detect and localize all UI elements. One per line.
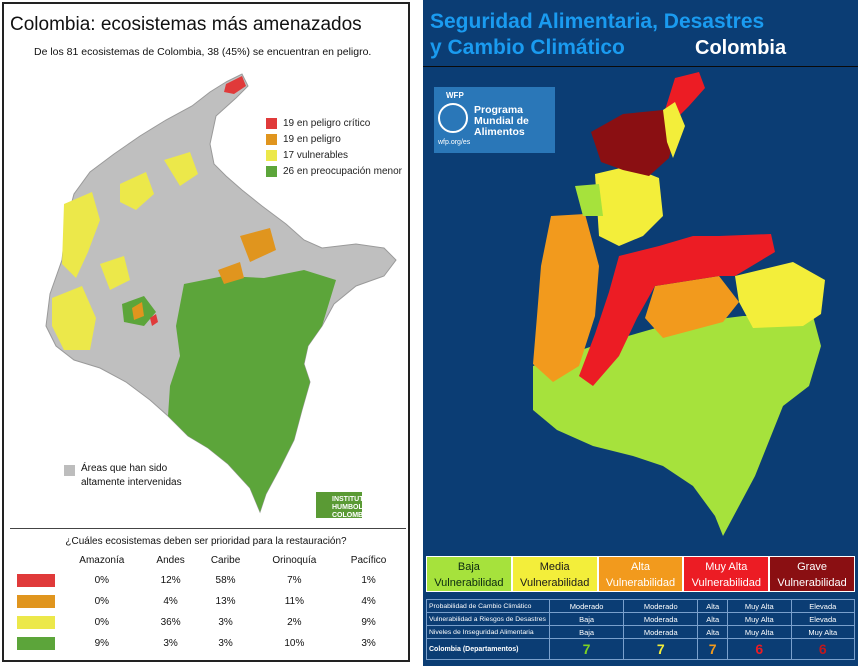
map-red-patch xyxy=(150,314,158,326)
row-swatch xyxy=(17,637,55,650)
wfp-emblem-icon xyxy=(438,103,468,133)
ecosystems-panel: Colombia: ecosistemas más amenazados De … xyxy=(2,2,410,662)
legend-item: 17 vulnerables xyxy=(266,147,402,163)
vulnerability-level: Media Vulnerabilidad xyxy=(511,556,598,592)
map-red-patch xyxy=(224,76,246,94)
vulnerability-legend: Baja Vulnerabilidad Media Vulnerabilidad A… xyxy=(426,556,855,592)
ecosystem-legend: 19 en peligro crítico 19 en peligro 17 v… xyxy=(266,115,402,179)
ecosystem-map xyxy=(45,73,397,514)
vulnerability-level: Baja Vulnerabilidad xyxy=(426,556,512,592)
panel-title-line2: y Cambio Climático xyxy=(430,36,625,59)
map-yellow-patch xyxy=(52,286,96,350)
food-security-panel: Seguridad Alimentaria, Desastres y Cambi… xyxy=(423,0,858,666)
legend-item: 19 en peligro xyxy=(266,131,402,147)
vulnerability-map xyxy=(533,72,825,536)
panel-subtitle: De los 81 ecosistemas de Colombia, 38 (4… xyxy=(34,46,372,58)
wfp-logo: WFP Programa Mundial de Alimentos wfp.org/… xyxy=(434,87,555,153)
table-row: Niveles de Inseguridad Alimentaria Baja M… xyxy=(426,625,855,639)
humboldt-logo-text: INSTITUTO HUMBOLDT COLOMBIA xyxy=(332,496,373,519)
map-orange-patch xyxy=(132,302,144,320)
legend-swatch xyxy=(266,165,277,177)
country-label: Colombia xyxy=(695,37,787,59)
divider xyxy=(10,528,406,529)
row-swatch xyxy=(17,595,55,608)
table-row-totals: Colombia (Departamentos) 7 7 7 6 6 xyxy=(426,638,855,660)
map-high-region xyxy=(645,276,739,338)
column-header: Caribe xyxy=(210,554,241,566)
legend-swatch xyxy=(266,117,277,129)
intervened-areas-legend: Áreas que han sido altamente intervenidas xyxy=(64,462,182,490)
vulnerability-level: Alta Vulnerabilidad xyxy=(597,556,684,592)
vulnerability-level: Grave Vulnerabilidad xyxy=(769,556,855,592)
map-yellow-patch xyxy=(120,172,154,210)
column-header: Amazonía xyxy=(79,554,125,566)
vulnerability-level: Muy Alta Vulnerabilidad xyxy=(683,556,770,592)
priority-table: Amazonía Andes Caribe Orinoquía Pacífico… xyxy=(12,550,402,654)
map-low-region xyxy=(575,184,603,216)
map-amazon-region xyxy=(168,270,336,512)
panel-title: Colombia: ecosistemas más amenazados xyxy=(10,14,362,35)
map-orange-patch xyxy=(240,228,276,262)
legend-item: 19 en peligro crítico xyxy=(266,115,402,131)
humboldt-logo xyxy=(316,492,362,518)
panel-title: Seguridad Alimentaria, Desastres xyxy=(430,10,765,33)
column-header: Andes xyxy=(156,554,185,566)
row-swatch xyxy=(17,616,55,629)
map-yellow-patch xyxy=(62,192,100,278)
table-row: Vulnerabilidad a Riesgos de Desastres Ba… xyxy=(426,612,855,626)
column-header: Orinoquía xyxy=(272,554,317,566)
legend-swatch xyxy=(266,133,277,145)
map-orange-patch xyxy=(218,262,244,284)
map-high-region xyxy=(533,214,599,382)
table-row: 0% 36% 3% 2% 9% xyxy=(12,612,402,633)
legend-item: 26 en preocupación menor xyxy=(266,163,402,179)
map-medium-region xyxy=(663,102,685,158)
priority-question: ¿Cuáles ecosistemas deben ser prioridad … xyxy=(65,536,347,547)
divider xyxy=(423,66,858,67)
map-very-high-region xyxy=(579,234,775,386)
legend-swatch xyxy=(266,149,277,161)
map-medium-region xyxy=(735,262,825,328)
table-row: Probabilidad de Cambio Climático Moderad… xyxy=(426,599,855,613)
risk-table: Probabilidad de Cambio Climático Moderad… xyxy=(426,599,855,660)
map-severe-region xyxy=(591,110,677,176)
map-yellow-patch xyxy=(164,152,198,186)
table-row: 0% 4% 13% 11% 4% xyxy=(12,591,402,612)
legend-swatch xyxy=(64,465,75,476)
row-swatch xyxy=(17,574,55,587)
map-yellow-patch xyxy=(100,256,130,290)
map-medium-region xyxy=(595,166,663,246)
table-row: 9% 3% 3% 10% 3% xyxy=(12,633,402,654)
table-row: 0% 12% 58% 7% 1% xyxy=(12,570,402,591)
column-header: Pacífico xyxy=(350,554,387,566)
